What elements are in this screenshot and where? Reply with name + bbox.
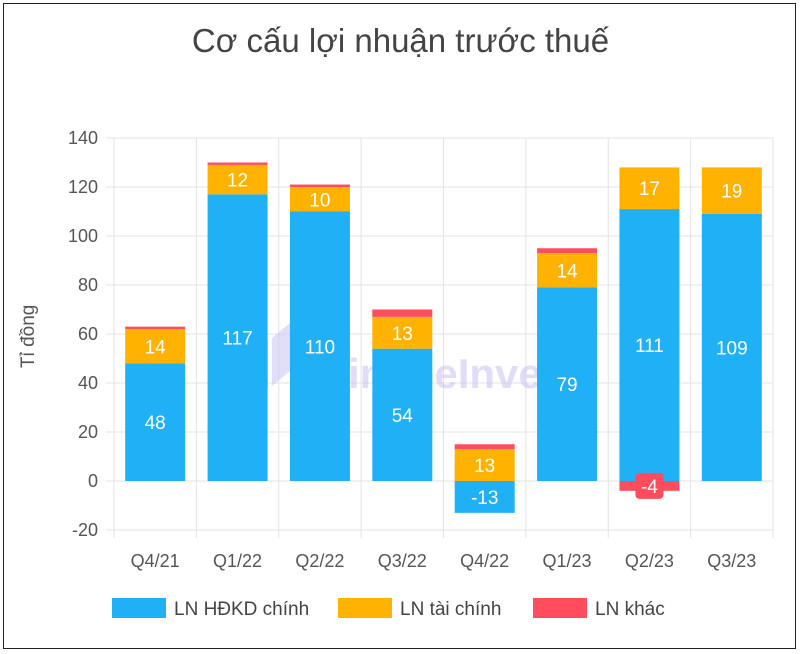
x-tick-label: Q1/22 [213, 551, 262, 571]
legend-label: LN khác [595, 599, 665, 620]
data-label: 79 [556, 375, 577, 396]
bar-segment [701, 167, 762, 214]
data-label: 14 [145, 337, 167, 358]
bar-segment [701, 213, 762, 481]
watermark-text: SimpleInvest [320, 350, 579, 397]
legend: LN HĐKD chính LN tài chính LN khác [112, 598, 665, 620]
legend-swatch [338, 598, 392, 618]
y-tick-label: 140 [68, 128, 98, 148]
bar-segment [289, 187, 350, 212]
bar-segment [207, 194, 268, 481]
bars [125, 162, 762, 513]
data-label: 17 [639, 179, 660, 200]
bar-segment [619, 167, 680, 210]
y-tick-label: 0 [88, 471, 98, 491]
data-label: 117 [222, 329, 252, 350]
data-label: 13 [474, 456, 495, 477]
bar-segment [125, 329, 186, 364]
axis-ticks: -20 0 20 40 60 80 100 120 140 Q4/21 Q1/22 Q2/22 Q3/2… [68, 128, 756, 571]
bar-segment [207, 162, 268, 165]
watermark-logo: SimpleInvest [244, 318, 579, 408]
y-tick-label: -20 [72, 520, 98, 540]
x-tick-label: Q3/22 [378, 551, 427, 571]
x-tick-label: Q1/23 [543, 551, 592, 571]
data-label: 54 [392, 406, 414, 427]
legend-swatch [112, 598, 166, 618]
data-labels: 48 14 117 12 110 10 54 13 -13 13 79 14 111 17 -4 109 19 [145, 171, 748, 509]
legend-label: LN tài chính [400, 599, 501, 620]
data-label: 13 [392, 324, 413, 345]
legend-label: LN HĐKD chính [174, 599, 309, 620]
data-label: 111 [635, 336, 664, 357]
chart-title: Cơ cấu lợi nhuận trước thuế [191, 22, 610, 59]
bar-segment [207, 164, 268, 195]
data-label-box [635, 472, 664, 499]
bar-segment [537, 287, 598, 481]
y-tick-label: 20 [78, 422, 98, 442]
data-label: 109 [716, 338, 748, 359]
x-tick-label: Q2/22 [295, 551, 344, 571]
bar-segment [454, 449, 515, 481]
y-tick-label: 60 [78, 324, 98, 344]
bar-segment [125, 326, 186, 330]
y-tick-label: 80 [78, 275, 98, 295]
bar-segment [372, 309, 433, 317]
data-label: 19 [721, 182, 742, 203]
bar-segment [454, 444, 515, 450]
data-label: 48 [145, 413, 166, 434]
bar-segment [125, 363, 186, 481]
data-label: -13 [471, 488, 498, 509]
legend-swatch [533, 598, 587, 618]
x-tick-label: Q3/23 [707, 551, 756, 571]
bar-segment [372, 348, 433, 481]
y-tick-label: 100 [68, 226, 98, 246]
x-tick-label: Q4/21 [131, 551, 180, 571]
bar-segment [454, 481, 515, 513]
data-label: -4 [641, 477, 658, 498]
data-label: 14 [556, 261, 578, 282]
bar-segment [537, 248, 598, 254]
x-tick-label: Q2/23 [625, 551, 674, 571]
bar-segment [537, 253, 598, 288]
bar-segment [372, 316, 433, 349]
x-tick-label: Q4/22 [460, 551, 509, 571]
data-label: 10 [309, 190, 330, 211]
bar-segment [619, 209, 680, 482]
y-tick-label: 120 [68, 177, 98, 197]
y-tick-label: 40 [78, 373, 98, 393]
data-label: 12 [227, 171, 248, 192]
data-label: 110 [305, 337, 335, 358]
bar-segment [289, 184, 350, 187]
bar-segment [289, 211, 350, 481]
